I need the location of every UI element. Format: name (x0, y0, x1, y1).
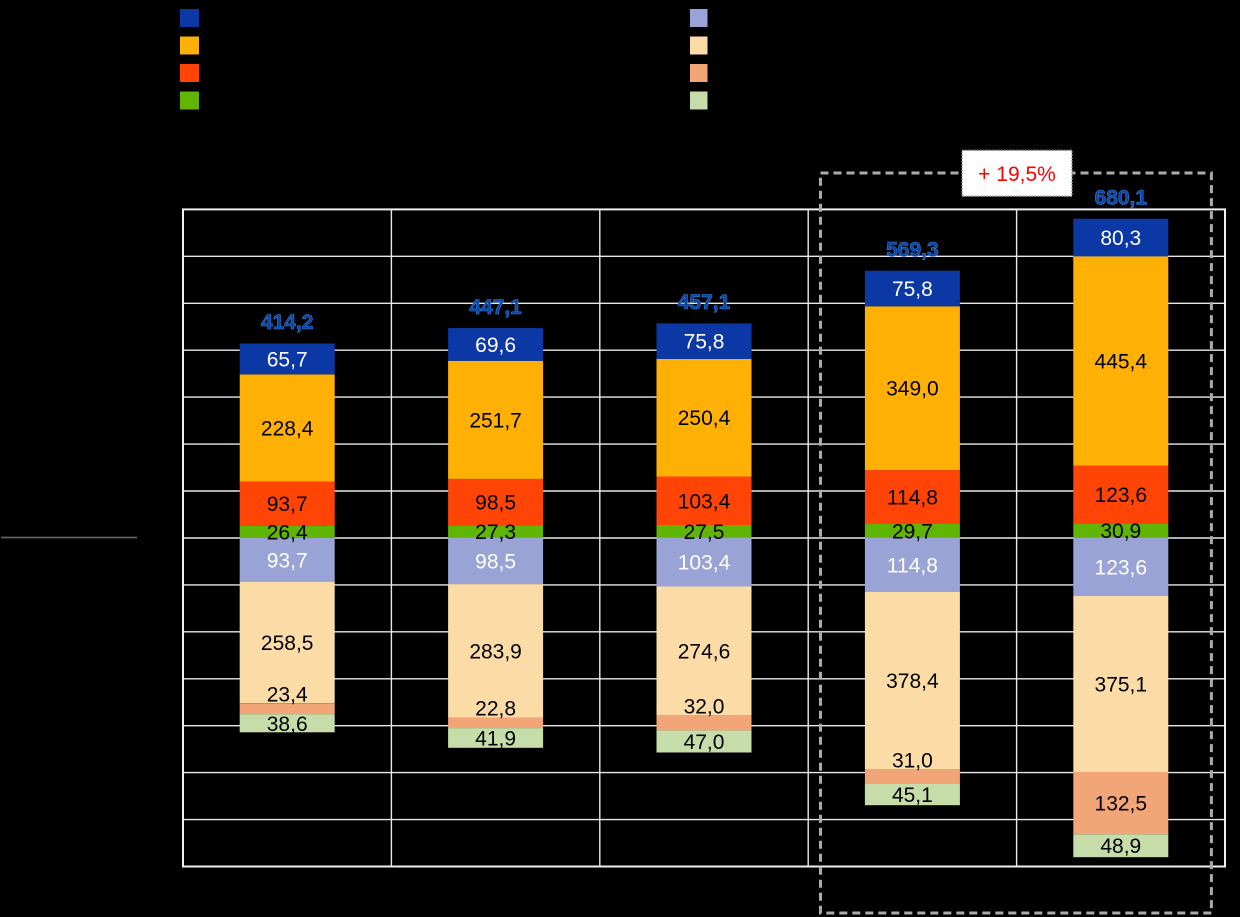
svg-text:123,6: 123,6 (1095, 484, 1148, 507)
svg-text:26,4: 26,4 (267, 521, 308, 544)
svg-text:93,7: 93,7 (267, 493, 308, 516)
svg-text:75,8: 75,8 (684, 331, 725, 354)
svg-text:680,1: 680,1 (1095, 186, 1148, 209)
svg-text:48,9: 48,9 (1100, 835, 1141, 858)
svg-text:31,0: 31,0 (892, 749, 933, 772)
svg-text:250,4: 250,4 (678, 407, 731, 430)
svg-text:23,4: 23,4 (267, 683, 308, 706)
svg-text:378,4: 378,4 (886, 670, 939, 693)
svg-text:258,5: 258,5 (261, 632, 314, 655)
svg-text:349,0: 349,0 (886, 378, 939, 401)
svg-text:22,8: 22,8 (475, 697, 516, 720)
svg-text:114,8: 114,8 (887, 554, 938, 577)
svg-text:447,1: 447,1 (469, 296, 522, 319)
svg-text:445,4: 445,4 (1095, 350, 1148, 373)
svg-text:29,7: 29,7 (892, 521, 933, 544)
svg-text:251,7: 251,7 (469, 409, 522, 432)
svg-text:123,6: 123,6 (1095, 557, 1148, 580)
svg-text:114,8: 114,8 (887, 487, 938, 510)
svg-text:98,5: 98,5 (475, 492, 516, 515)
svg-text:414,2: 414,2 (261, 311, 314, 334)
svg-text:75,8: 75,8 (892, 278, 933, 301)
svg-text:47,0: 47,0 (684, 731, 725, 754)
svg-text:41,9: 41,9 (475, 728, 516, 751)
svg-text:27,5: 27,5 (684, 521, 725, 544)
svg-text:274,6: 274,6 (678, 640, 731, 663)
svg-text:103,4: 103,4 (678, 552, 731, 575)
svg-text:132,5: 132,5 (1095, 793, 1148, 816)
svg-text:375,1: 375,1 (1095, 674, 1148, 697)
svg-text:65,7: 65,7 (267, 349, 308, 372)
svg-text:569,3: 569,3 (886, 238, 939, 261)
svg-text:+ 19,5%: + 19,5% (978, 163, 1056, 186)
svg-text:93,7: 93,7 (267, 549, 308, 572)
svg-text:228,4: 228,4 (261, 418, 314, 441)
svg-text:103,4: 103,4 (678, 490, 731, 513)
svg-text:98,5: 98,5 (475, 551, 516, 574)
svg-text:457,1: 457,1 (678, 291, 731, 314)
svg-text:38,6: 38,6 (267, 713, 308, 736)
svg-text:80,3: 80,3 (1100, 227, 1141, 250)
svg-text:32,0: 32,0 (684, 695, 725, 718)
svg-text:30,9: 30,9 (1100, 520, 1141, 543)
svg-text:69,6: 69,6 (475, 334, 516, 357)
svg-text:45,1: 45,1 (892, 784, 933, 807)
svg-text:283,9: 283,9 (469, 640, 522, 663)
svg-text:27,3: 27,3 (475, 521, 516, 544)
